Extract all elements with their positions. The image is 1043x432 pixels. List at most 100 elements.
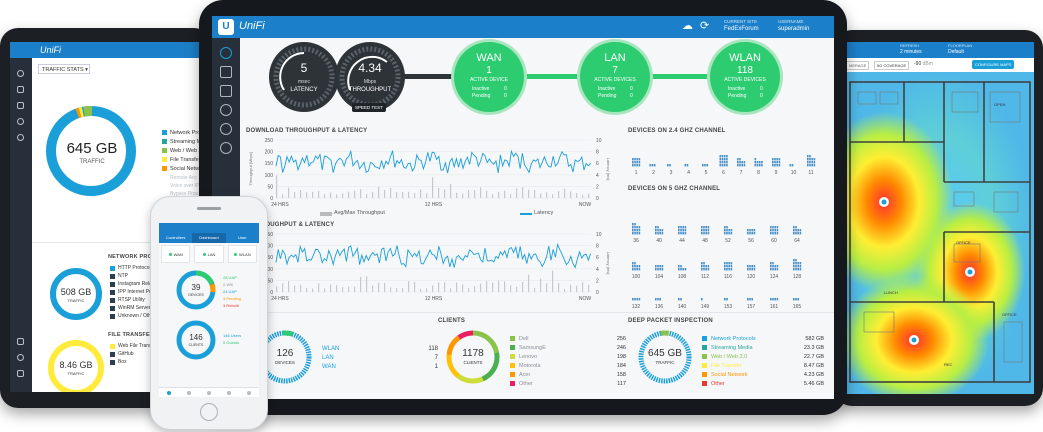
channel-device [707, 268, 710, 271]
channel-device [737, 161, 739, 164]
throughput-bar [540, 278, 542, 292]
channel-device [655, 265, 657, 268]
node-lan[interactable]: LAN 7 ACTIVE DEVICES Inactive 0 Pending 0 [580, 42, 650, 112]
main-header [212, 16, 834, 38]
traffic-stats-dropdown[interactable]: TRAFFIC STATS ▾ [38, 64, 90, 74]
phone-devices-label: DEVICES [188, 293, 204, 297]
refresh-value[interactable]: 2 minutes [900, 49, 922, 55]
node-wan[interactable]: WAN 1 ACTIVE DEVICE Inactive 0 Pending 0 [454, 42, 524, 112]
phone-tabs: Controllers Dashboard User [159, 233, 259, 243]
clients-icon[interactable] [17, 134, 24, 141]
channel-device [638, 232, 641, 235]
device-count: 1 [434, 364, 438, 370]
coverage-button[interactable]: 5G COVERAGE [874, 61, 910, 70]
devices-ring [258, 330, 312, 384]
channel-device [659, 232, 661, 235]
channel-device [774, 164, 776, 167]
channel-device [701, 298, 703, 301]
left-button[interactable]: MERAGE [846, 61, 870, 70]
dpi-row: Other 5.46 GB [702, 379, 824, 388]
channel-device [774, 298, 776, 301]
channel-tick: 161 [770, 304, 779, 310]
ubnt-logo[interactable]: U [218, 19, 234, 35]
dashboard-icon[interactable] [220, 47, 232, 59]
throughput-bar [360, 189, 362, 198]
dashboard-icon[interactable] [167, 391, 171, 395]
phone-node-label: WLAN [239, 251, 251, 257]
phone-home-button[interactable] [200, 403, 218, 421]
insights-icon[interactable] [227, 391, 231, 395]
site-name[interactable]: FedExForum [724, 26, 759, 32]
clients-icon[interactable] [220, 123, 232, 135]
clients-icon[interactable] [207, 391, 211, 395]
phone-tab[interactable]: User [238, 235, 247, 240]
username[interactable]: superadmin [778, 26, 810, 32]
phone-node[interactable]: WAN [161, 245, 191, 263]
map-icon[interactable] [17, 102, 24, 109]
channel-device [776, 164, 778, 167]
notifications-icon[interactable] [17, 354, 24, 361]
upload-title: D THROUGHPUT & LATENCY [246, 222, 335, 228]
statistics-icon[interactable] [17, 86, 24, 93]
cloud-icon[interactable]: ☁ [682, 20, 693, 32]
throughput-bar [486, 190, 488, 198]
throughput-bar [354, 286, 356, 292]
throughput-bar [438, 282, 440, 292]
channel-device [778, 161, 781, 164]
channel-tick: 124 [770, 274, 779, 280]
channel-device [751, 265, 753, 268]
settings-icon[interactable] [247, 391, 251, 395]
channel-device [655, 226, 657, 229]
throughput-label: THROUGHPUT [348, 87, 392, 93]
phone-node[interactable]: WLAN [227, 245, 257, 263]
device-row: WLAN 118 [322, 346, 438, 355]
channel-device [724, 262, 726, 265]
throughput-bar [318, 191, 320, 198]
devices-icon[interactable] [17, 118, 24, 125]
channel-device [776, 298, 779, 301]
phone-tab[interactable]: Dashboard [192, 233, 226, 243]
channel-device [632, 298, 634, 301]
channel-device [721, 158, 724, 161]
node-wlan[interactable]: WLAN 118 ACTIVE DEVICES Inactive 0 Pending 0 [710, 42, 780, 112]
alerts-icon[interactable] [17, 338, 24, 345]
refresh-icon[interactable]: ⟳ [700, 20, 710, 32]
y-tick-right: 10 [596, 232, 602, 238]
throughput-bar [318, 283, 320, 292]
faded-category: Bypass Prox [170, 191, 199, 197]
channel-device [774, 232, 776, 235]
throughput-bar [582, 194, 584, 198]
floorplan-value[interactable]: Default [948, 49, 964, 55]
channel-device [799, 232, 802, 235]
throughput-bar [402, 191, 404, 198]
channel-device [636, 226, 638, 229]
phone-tab[interactable]: Controllers [165, 235, 186, 240]
phone-node[interactable]: LAN [194, 245, 224, 263]
channel-device [772, 161, 774, 164]
throughput-bar [450, 288, 452, 292]
devices-icon[interactable] [187, 391, 191, 395]
channel-tick: 7 [740, 170, 743, 176]
throughput-bar [372, 191, 374, 198]
channel-device [739, 158, 741, 161]
throughput-bar [354, 190, 356, 198]
configure-maps-button[interactable]: CONFIGURE MAPS [972, 60, 1015, 69]
dashboard-icon[interactable] [17, 70, 24, 77]
username-label: USERNAME [778, 19, 804, 24]
map-icon[interactable] [220, 85, 232, 97]
insights-icon[interactable] [220, 142, 232, 154]
statistics-icon[interactable] [220, 66, 232, 78]
channel-device [669, 164, 671, 167]
devices-icon[interactable] [220, 104, 232, 116]
channel-device [728, 265, 730, 268]
channel-device [632, 164, 634, 167]
channel-device [632, 226, 634, 229]
np-label: TRAFFIC [67, 298, 85, 303]
speed-test-button[interactable]: SPEED TEST [352, 103, 386, 112]
channel-device [809, 164, 811, 167]
throughput-bar [366, 194, 368, 198]
channel-device [741, 161, 743, 164]
channel-device [682, 226, 684, 229]
channel-device [680, 298, 682, 301]
chat-icon[interactable] [17, 370, 24, 377]
